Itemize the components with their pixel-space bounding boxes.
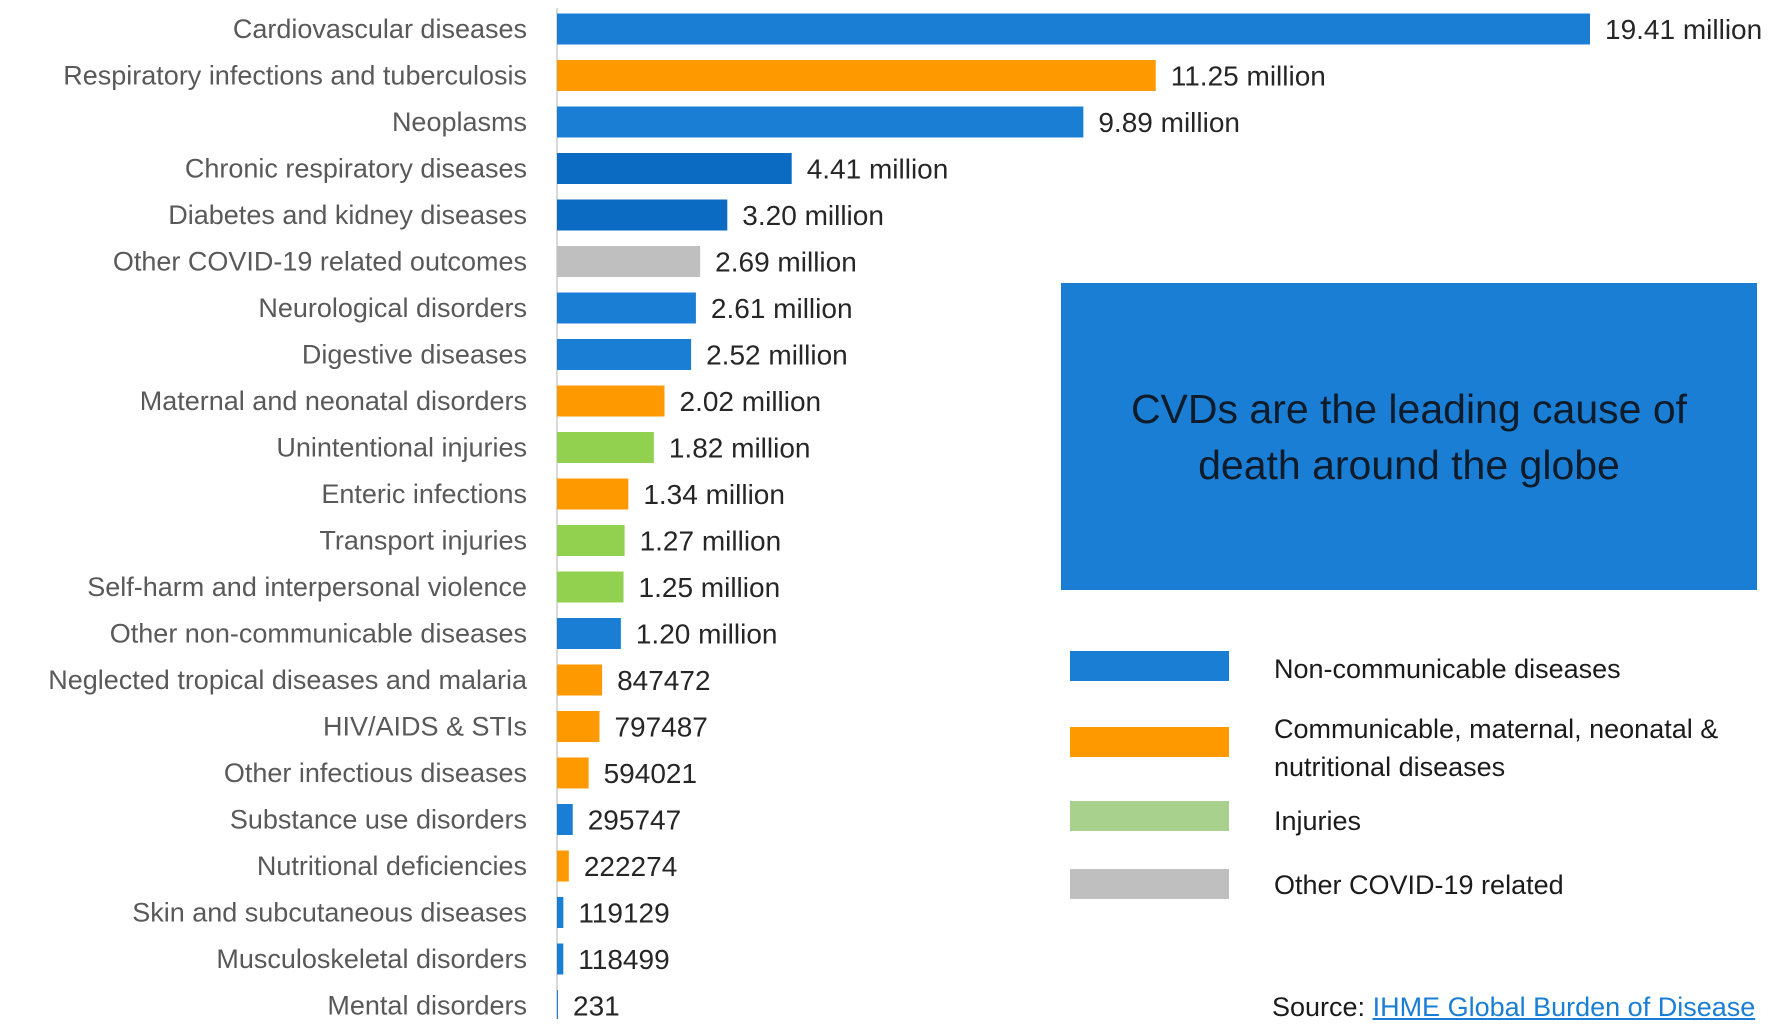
legend-label-ncd: Non-communicable diseases <box>1274 654 1621 684</box>
bar <box>557 153 792 184</box>
data-label: 222274 <box>584 851 677 882</box>
category-label: Self-harm and interpersonal violence <box>87 572 527 602</box>
data-label: 847472 <box>617 665 710 696</box>
category-label: Substance use disorders <box>230 805 527 835</box>
data-label: 119129 <box>578 898 669 929</box>
category-label: Chronic respiratory diseases <box>185 154 527 184</box>
bar <box>557 13 1590 45</box>
category-label: Other infectious diseases <box>224 758 527 788</box>
category-label: HIV/AIDS & STIs <box>323 712 527 742</box>
data-label: 594021 <box>604 758 697 789</box>
bar <box>557 897 564 928</box>
legend-swatch-injuries <box>1070 801 1229 831</box>
category-label: Diabetes and kidney diseases <box>168 200 527 230</box>
category-label: Unintentional injuries <box>276 433 527 463</box>
bar <box>557 664 603 696</box>
category-label: Mental disorders <box>327 991 527 1020</box>
data-label: 118499 <box>578 944 669 975</box>
source-note: Source: IHME Global Burden of Disease <box>1272 992 1755 1023</box>
category-label: Transport injuries <box>319 526 527 556</box>
bar <box>557 199 728 231</box>
data-label: 9.89 million <box>1098 107 1240 138</box>
bar <box>557 292 696 324</box>
data-label: 2.61 million <box>711 293 853 324</box>
category-label: Cardiovascular diseases <box>233 14 527 44</box>
data-label: 1.27 million <box>640 526 782 557</box>
category-label: Other non-communicable diseases <box>110 619 527 649</box>
legend-label-injuries: Injuries <box>1274 806 1362 836</box>
source-prefix: Source: <box>1272 992 1373 1022</box>
category-label: Other COVID-19 related outcomes <box>113 247 527 277</box>
category-label: Digestive diseases <box>302 340 527 370</box>
data-label: 231 <box>573 991 620 1020</box>
data-label: 295747 <box>588 805 681 836</box>
category-label: Maternal and neonatal disorders <box>140 386 527 416</box>
legend-swatch-covid <box>1070 869 1229 899</box>
bar <box>557 618 621 649</box>
data-label: 797487 <box>614 712 707 743</box>
data-label: 2.52 million <box>706 340 848 371</box>
category-label: Respiratory infections and tuberculosis <box>63 61 527 91</box>
bar <box>557 525 625 556</box>
data-label: 1.82 million <box>669 433 811 464</box>
category-label: Musculoskeletal disorders <box>216 944 527 974</box>
bar <box>557 60 1156 91</box>
bar <box>557 990 558 1021</box>
callout-box: CVDs are the leading cause of death arou… <box>1061 283 1757 590</box>
data-label: 3.20 million <box>742 200 884 231</box>
bar <box>557 385 665 417</box>
bar <box>557 478 629 510</box>
bar <box>557 850 569 882</box>
legend-swatch-cmnn <box>1070 727 1229 757</box>
source-link[interactable]: IHME Global Burden of Disease <box>1372 992 1756 1022</box>
category-label: Neurological disorders <box>258 293 527 323</box>
legend-label-cmnn: Communicable, maternal, neonatal & nutri… <box>1274 714 1719 782</box>
data-label: 19.41 million <box>1605 14 1762 45</box>
data-label: 1.20 million <box>636 619 778 650</box>
bar <box>557 339 692 370</box>
category-label: Enteric infections <box>321 479 527 509</box>
category-label: Neoplasms <box>392 107 527 137</box>
data-label: 1.25 million <box>639 572 781 603</box>
bar <box>557 804 573 835</box>
category-label: Skin and subcutaneous diseases <box>132 898 527 928</box>
data-label: 4.41 million <box>807 154 949 185</box>
callout-text: CVDs are the leading cause of death arou… <box>1130 385 1688 488</box>
bar <box>557 432 654 463</box>
bar <box>557 711 600 742</box>
bar <box>557 246 701 277</box>
category-label: Neglected tropical diseases and malaria <box>48 665 528 695</box>
bar <box>557 943 564 975</box>
bar <box>557 757 589 789</box>
legend-swatch-ncd <box>1070 651 1229 681</box>
bar <box>557 106 1084 138</box>
category-label: Nutritional deficiencies <box>257 851 527 881</box>
bar <box>557 571 624 603</box>
data-label: 11.25 million <box>1171 61 1326 92</box>
data-label: 2.02 million <box>680 386 822 417</box>
data-label: 1.34 million <box>643 479 785 510</box>
data-label: 2.69 million <box>715 247 857 278</box>
legend-label-covid: Other COVID-19 related <box>1274 870 1564 900</box>
